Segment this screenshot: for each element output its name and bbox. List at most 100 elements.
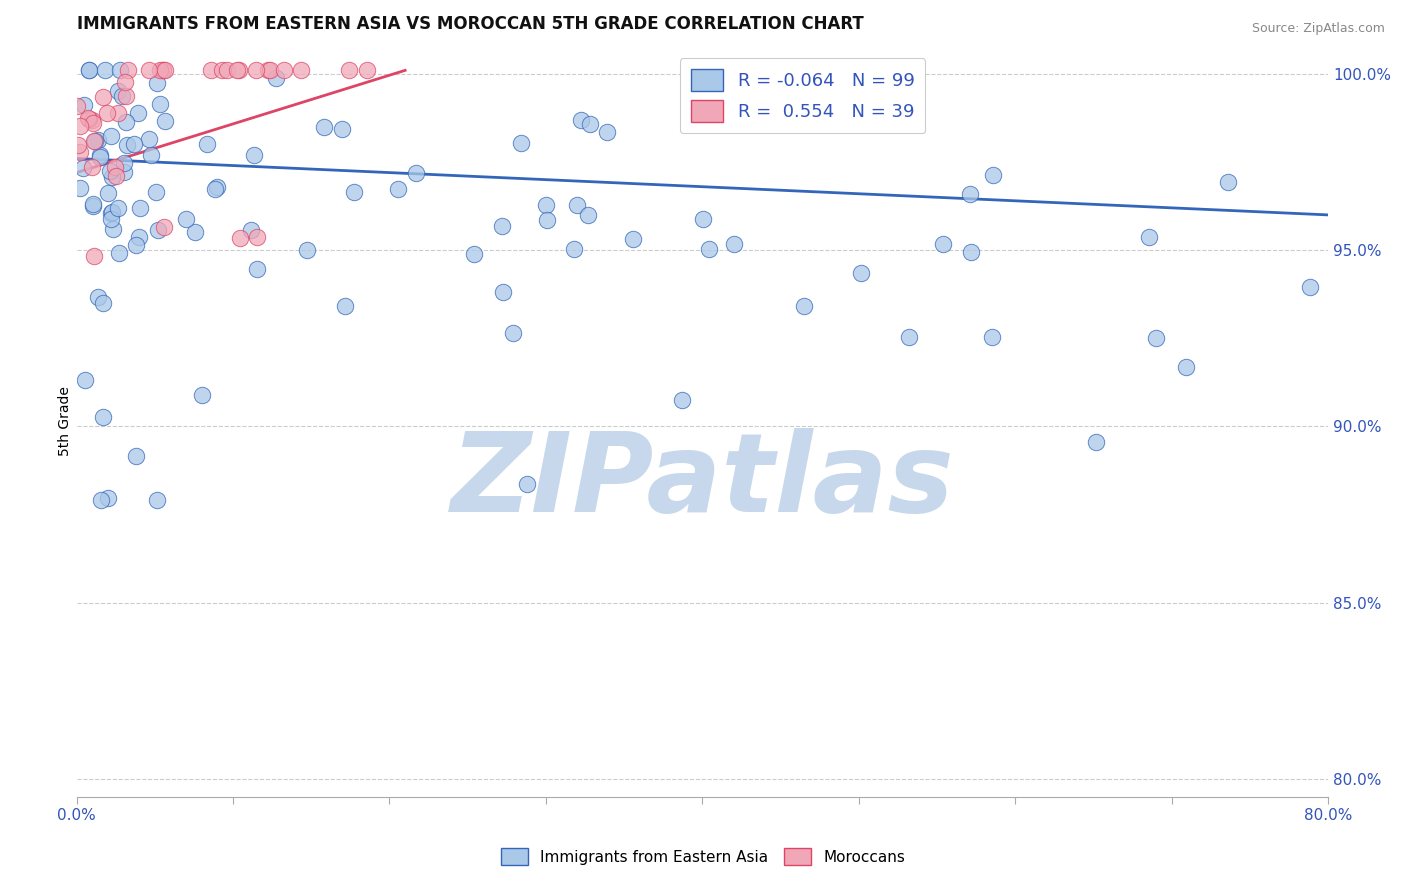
Point [77, 63, 100, 78]
Point [273, 63, 295, 78]
Point [959, 244, 981, 259]
Point [98, 163, 121, 178]
Point [343, 185, 366, 199]
Point [205, 180, 228, 194]
Point [91, 90, 114, 104]
Point [149, 63, 172, 78]
Point [148, 222, 170, 236]
Point [145, 76, 167, 90]
Point [127, 106, 149, 120]
Point [152, 63, 174, 78]
Point [91, 410, 114, 425]
Legend: R = -0.064   N = 99, R =  0.554   N = 39: R = -0.064 N = 99, R = 0.554 N = 39 [679, 59, 925, 133]
Point [124, 136, 146, 151]
Point [330, 121, 353, 136]
Point [83, 134, 105, 148]
Point [138, 63, 160, 78]
Point [117, 63, 139, 78]
Point [981, 169, 1004, 183]
Legend: Immigrants from Eastern Asia, Moroccans: Immigrants from Eastern Asia, Moroccans [495, 842, 911, 871]
Point [107, 84, 129, 98]
Point [80, 113, 103, 128]
Point [562, 242, 585, 256]
Point [1299, 280, 1322, 294]
Point [141, 148, 163, 162]
Point [82, 199, 104, 213]
Point [297, 243, 319, 257]
Point [723, 237, 745, 252]
Point [108, 63, 131, 78]
Point [211, 63, 233, 78]
Point [534, 198, 557, 212]
Point [387, 182, 409, 196]
Point [516, 476, 538, 491]
Point [337, 63, 360, 78]
Point [96, 106, 118, 120]
Point [266, 71, 288, 86]
Point [290, 63, 312, 78]
Point [128, 230, 150, 244]
Point [229, 231, 252, 245]
Point [125, 237, 148, 252]
Point [152, 63, 174, 78]
Point [579, 117, 602, 131]
Point [204, 182, 226, 196]
Point [897, 330, 920, 344]
Point [225, 63, 247, 78]
Point [569, 112, 592, 127]
Point [671, 393, 693, 408]
Point [697, 242, 720, 256]
Point [100, 128, 122, 143]
Point [115, 114, 138, 128]
Point [981, 330, 1004, 344]
Point [69, 145, 91, 160]
Point [356, 63, 378, 78]
Point [82, 161, 104, 175]
Point [191, 388, 214, 402]
Point [82, 116, 104, 130]
Point [97, 186, 120, 201]
Point [246, 261, 269, 276]
Point [124, 449, 146, 463]
Point [69, 181, 91, 195]
Point [1137, 229, 1160, 244]
Point [153, 63, 176, 78]
Point [149, 97, 172, 112]
Point [502, 326, 524, 340]
Point [79, 112, 101, 127]
Point [245, 63, 267, 78]
Point [596, 125, 619, 139]
Point [107, 202, 129, 216]
Y-axis label: 5th Grade: 5th Grade [59, 386, 73, 456]
Point [65, 99, 87, 113]
Point [93, 63, 115, 78]
Point [492, 285, 515, 300]
Point [174, 211, 197, 226]
Point [565, 197, 588, 211]
Point [100, 206, 122, 220]
Point [66, 138, 89, 153]
Point [793, 299, 815, 313]
Point [73, 373, 96, 387]
Text: Source: ZipAtlas.com: Source: ZipAtlas.com [1251, 22, 1385, 36]
Point [76, 112, 98, 126]
Point [82, 196, 104, 211]
Point [463, 247, 485, 261]
Point [86, 290, 108, 304]
Point [83, 249, 105, 263]
Point [89, 147, 111, 161]
Point [959, 187, 981, 202]
Point [153, 114, 176, 128]
Point [90, 493, 112, 508]
Point [184, 225, 207, 239]
Point [146, 492, 169, 507]
Point [111, 89, 134, 103]
Point [256, 63, 278, 78]
Point [246, 229, 269, 244]
Point [405, 166, 427, 180]
Point [97, 491, 120, 505]
Point [138, 132, 160, 146]
Point [1218, 175, 1240, 189]
Point [73, 97, 96, 112]
Point [931, 236, 953, 251]
